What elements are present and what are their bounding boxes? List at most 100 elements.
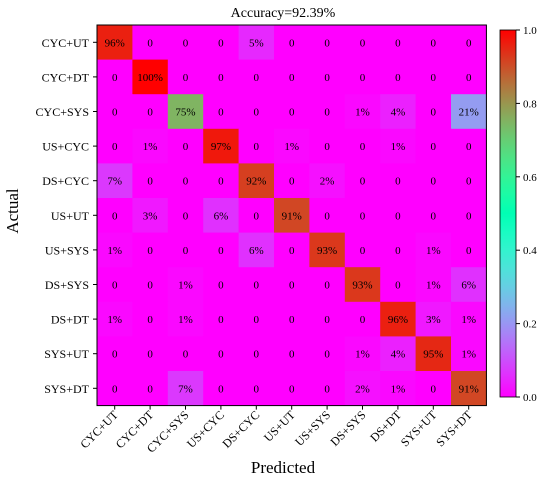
heatmap-cell xyxy=(309,301,346,337)
heatmap-cell xyxy=(451,25,487,60)
heatmap-cell xyxy=(344,267,381,303)
heatmap-cell xyxy=(309,232,346,268)
cell-value-label: 0 xyxy=(431,210,437,222)
cell-value-label: 0 xyxy=(360,314,366,326)
heatmap-cell xyxy=(97,336,133,372)
cell-value-label: 1% xyxy=(284,141,299,153)
heatmap-cell xyxy=(380,232,416,268)
cell-value-label: 0 xyxy=(360,176,366,188)
heatmap-cell xyxy=(380,25,416,60)
heatmap-cell xyxy=(203,267,239,303)
colorbar-tick-label: 0.4 xyxy=(523,245,537,257)
cell-value-label: 1% xyxy=(107,314,122,326)
y-tick-label: US+UT xyxy=(51,209,90,223)
cell-value-label: 0 xyxy=(112,141,118,153)
heatmap-cell xyxy=(451,128,487,164)
cell-value-label: 0 xyxy=(183,141,189,153)
cell-value-label: 0 xyxy=(112,72,118,84)
colorbar-tick-label: 1.0 xyxy=(523,25,537,37)
cell-value-label: 21% xyxy=(459,107,479,119)
cell-value-label: 3% xyxy=(426,314,441,326)
cell-value-label: 0 xyxy=(324,210,330,222)
heatmap-cell xyxy=(274,25,310,60)
heatmap-cell xyxy=(274,371,310,406)
heatmap-cell xyxy=(274,163,310,199)
x-tick-label: SYS+DT xyxy=(433,407,475,449)
cell-value-label: 0 xyxy=(112,107,118,119)
cell-value-label: 0 xyxy=(254,72,260,84)
cell-value-label: 7% xyxy=(178,383,193,395)
cell-value-label: 0 xyxy=(289,72,295,84)
cell-value-label: 0 xyxy=(218,176,224,188)
x-tick-label: US+CYC xyxy=(184,408,227,451)
heatmap-cell xyxy=(167,163,204,199)
x-tick-label: US+SYS xyxy=(292,408,333,449)
heatmap-cell xyxy=(451,198,487,233)
cell-value-label: 91% xyxy=(282,210,302,222)
heatmap-cell xyxy=(203,163,239,199)
cell-value-label: 4% xyxy=(391,349,406,361)
cell-value-label: 0 xyxy=(324,37,330,49)
cell-value-label: 0 xyxy=(466,245,472,257)
cell-value-label: 0 xyxy=(183,245,189,257)
cell-value-label: 0 xyxy=(183,210,189,222)
x-tick-labels: CYC+UTCYC+DTCYC+SYSUS+CYCDS+CYCUS+UTUS+S… xyxy=(77,405,475,456)
heatmap-cell xyxy=(97,232,133,268)
heatmap-cell xyxy=(274,94,310,130)
cell-value-label: 0 xyxy=(466,210,472,222)
heatmap-cell xyxy=(167,301,204,337)
cell-value-label: 0 xyxy=(147,37,153,49)
heatmap-cell xyxy=(380,198,416,233)
cell-value-label: 0 xyxy=(218,107,224,119)
heatmap-cell xyxy=(97,128,133,164)
heatmap-cell xyxy=(167,371,204,406)
cell-value-label: 0 xyxy=(431,72,437,84)
colorbar-tick-label: 0.0 xyxy=(523,392,537,404)
heatmap-cell xyxy=(415,94,452,130)
cell-value-label: 0 xyxy=(289,176,295,188)
y-tick-label: US+SYS xyxy=(45,243,89,257)
cell-value-label: 100% xyxy=(137,72,163,84)
heatmap-cell xyxy=(238,163,275,199)
cell-value-label: 0 xyxy=(254,349,260,361)
heatmap-cell xyxy=(238,128,275,164)
heatmap-cell xyxy=(309,128,346,164)
cell-value-label: 0 xyxy=(289,383,295,395)
cell-value-label: 0 xyxy=(395,176,401,188)
cell-value-label: 0 xyxy=(324,314,330,326)
heatmap-cell xyxy=(274,336,310,372)
cell-value-label: 0 xyxy=(395,280,401,292)
cell-value-label: 0 xyxy=(254,210,260,222)
colorbar-tick-label: 0.2 xyxy=(523,319,537,331)
cell-value-label: 93% xyxy=(317,245,337,257)
heatmap-cell xyxy=(309,371,346,406)
cell-value-label: 6% xyxy=(461,280,476,292)
x-tick-label: SYS+UT xyxy=(398,407,440,449)
x-tick-label: DS+SYS xyxy=(328,408,369,449)
cell-value-label: 0 xyxy=(360,210,366,222)
cell-value-label: 0 xyxy=(112,383,118,395)
heatmap-cell xyxy=(203,336,239,372)
y-tick-label: SYS+UT xyxy=(44,347,89,361)
y-tick-label: DS+CYC xyxy=(42,174,89,188)
heatmap-cell xyxy=(415,301,452,337)
cell-value-label: 0 xyxy=(183,37,189,49)
heatmap-cell xyxy=(97,301,133,337)
cell-value-label: 1% xyxy=(107,245,122,257)
cell-value-label: 0 xyxy=(289,107,295,119)
heatmap-cell xyxy=(415,128,452,164)
heatmap-cell xyxy=(97,163,133,199)
heatmap-cell xyxy=(380,371,416,406)
cell-value-label: 0 xyxy=(324,72,330,84)
cell-value-label: 93% xyxy=(352,280,372,292)
heatmap-cell xyxy=(203,301,239,337)
cell-value-label: 0 xyxy=(324,141,330,153)
cell-value-label: 75% xyxy=(175,107,195,119)
heatmap-cell xyxy=(97,371,133,406)
heatmap-cell xyxy=(167,94,204,130)
heatmap-cell xyxy=(132,336,169,372)
heatmap-cell xyxy=(238,59,275,95)
cell-value-label: 0 xyxy=(431,107,437,119)
y-tick-label: CYC+SYS xyxy=(36,105,89,119)
cell-value-label: 0 xyxy=(360,141,366,153)
